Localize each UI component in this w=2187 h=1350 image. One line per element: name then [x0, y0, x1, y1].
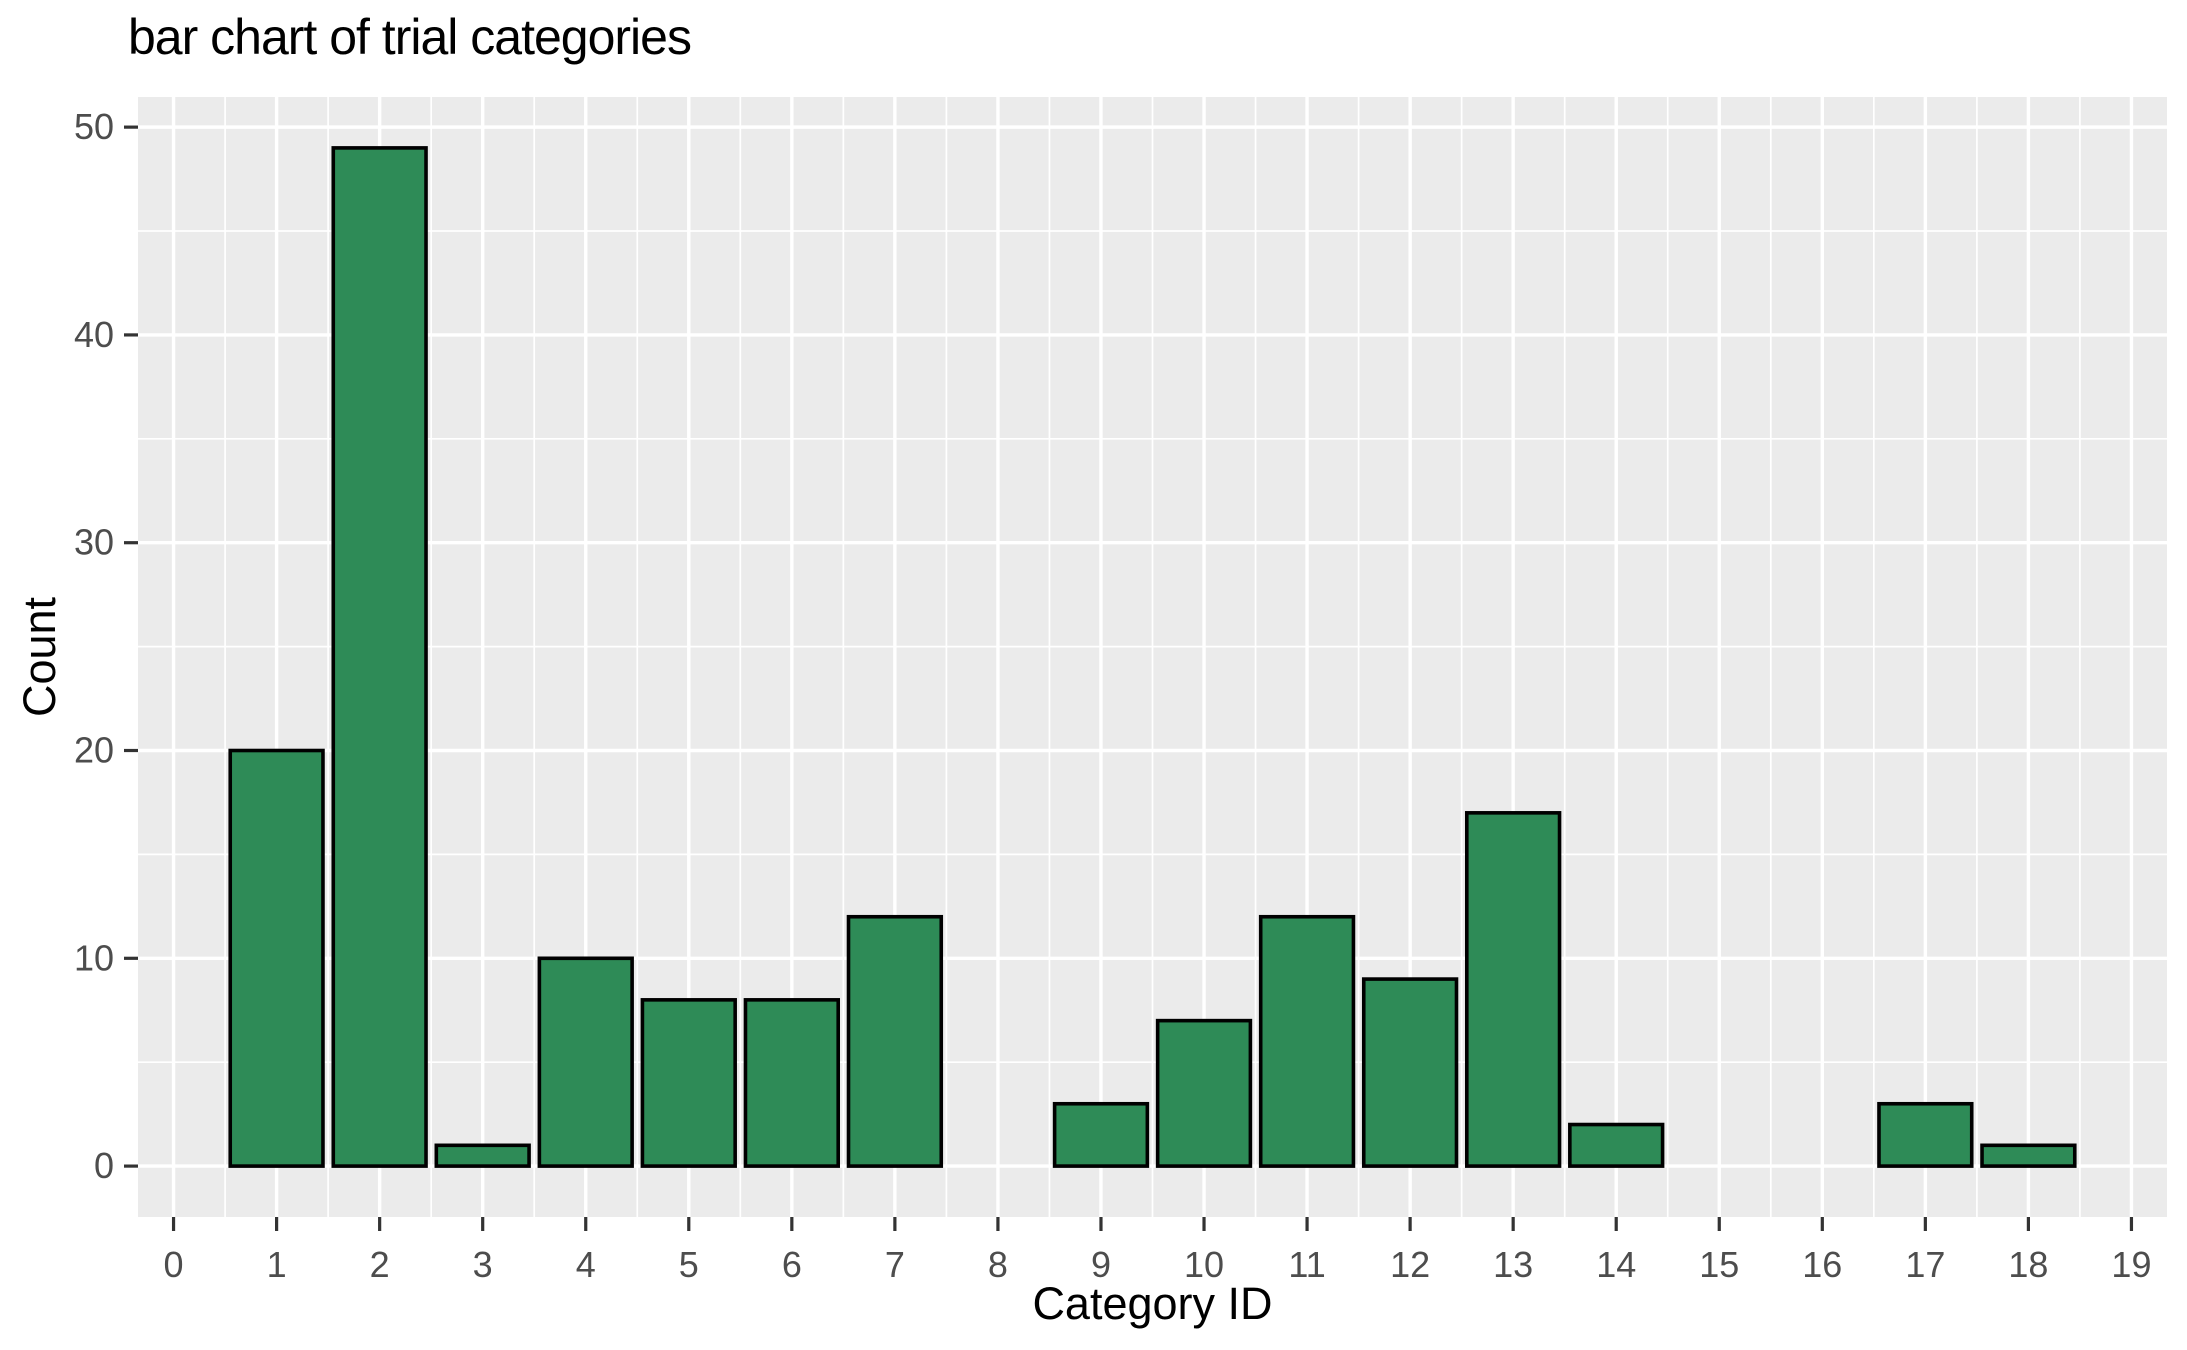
x-tick-label: 14	[1596, 1244, 1636, 1285]
x-tick-label: 11	[1288, 1244, 1325, 1285]
chart-title: bar chart of trial categories	[128, 9, 692, 65]
bar	[1568, 1122, 1665, 1168]
x-tick-label: 1	[267, 1244, 287, 1285]
bar	[1464, 811, 1562, 1168]
x-tick-label: 4	[576, 1244, 596, 1285]
x-tick-label: 12	[1390, 1244, 1430, 1285]
bar	[537, 956, 634, 1168]
bar	[1361, 977, 1459, 1168]
bar	[1980, 1143, 2077, 1168]
bar	[1258, 914, 1356, 1168]
x-tick-label: 15	[1699, 1244, 1739, 1285]
y-tick-label: 0	[94, 1145, 114, 1186]
bar	[846, 914, 944, 1168]
x-tick-label: 8	[988, 1244, 1008, 1285]
bar	[331, 146, 428, 1168]
y-tick-label: 20	[74, 730, 114, 771]
bar	[1877, 1101, 1974, 1168]
bar	[1052, 1101, 1150, 1168]
x-tick-label: 16	[1802, 1244, 1842, 1285]
bar	[434, 1143, 531, 1168]
x-tick-label: 2	[370, 1244, 390, 1285]
bar	[640, 998, 737, 1168]
x-tick-label: 17	[1905, 1244, 1945, 1285]
bar	[743, 998, 841, 1168]
x-tick-label: 5	[679, 1244, 699, 1285]
y-tick-label: 40	[74, 314, 114, 355]
bar	[228, 748, 325, 1168]
x-tick-label: 10	[1184, 1244, 1224, 1285]
x-tick-label: 0	[164, 1244, 184, 1285]
x-tick-label: 13	[1493, 1244, 1533, 1285]
x-tick-label: 18	[2008, 1244, 2048, 1285]
x-tick-label: 9	[1091, 1244, 1111, 1285]
y-tick-label: 10	[74, 937, 114, 978]
x-tick-label: 3	[473, 1244, 493, 1285]
x-tick-label: 7	[885, 1244, 905, 1285]
x-axis-title: Category ID	[1032, 1278, 1273, 1329]
y-tick-label: 30	[74, 522, 114, 563]
y-tick-label: 50	[74, 106, 114, 147]
bar	[1155, 1018, 1253, 1168]
x-tick-label: 6	[782, 1244, 802, 1285]
x-tick-label: 19	[2111, 1244, 2151, 1285]
